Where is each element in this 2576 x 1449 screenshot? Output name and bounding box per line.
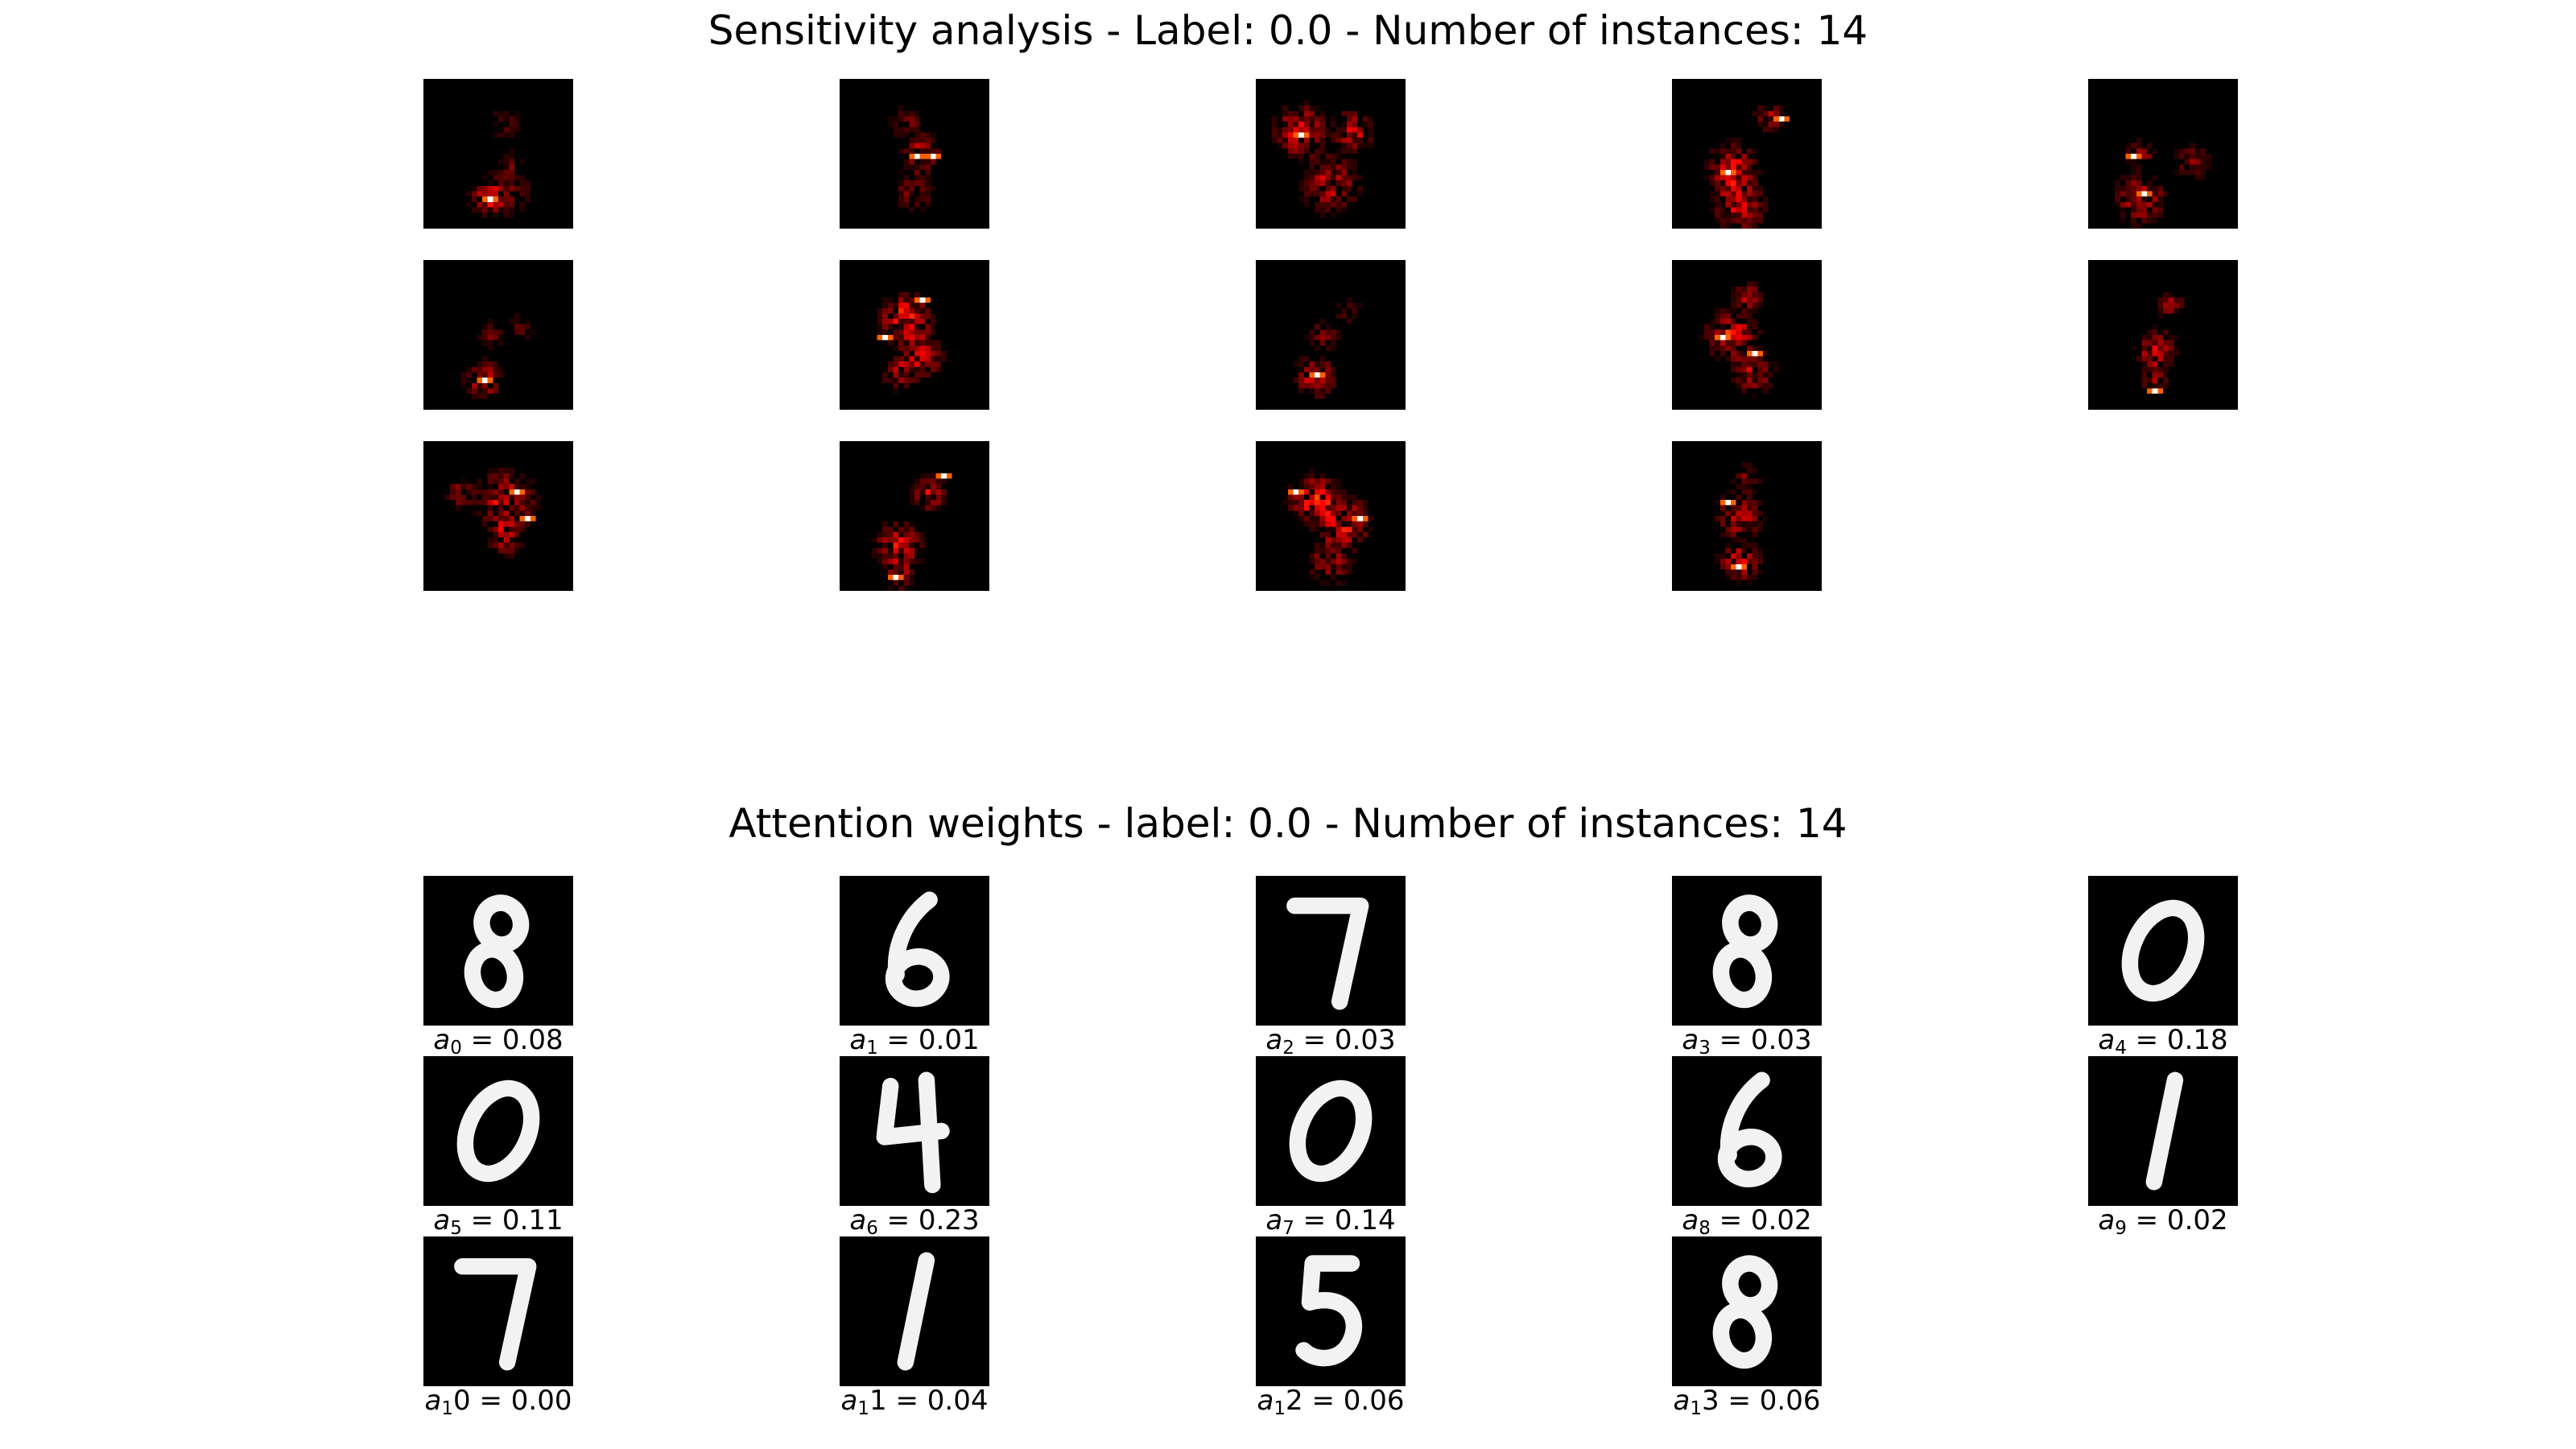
weight-subscript: 1	[441, 1398, 454, 1419]
digit-image	[2088, 876, 2238, 1026]
weight-symbol: a	[849, 1204, 867, 1236]
weight-value: = 0.08	[461, 1024, 564, 1056]
sensitivity-heatmap	[2088, 79, 2238, 229]
weight-value: 1 = 0.04	[869, 1385, 989, 1417]
weight-subscript: 6	[866, 1218, 878, 1239]
digit-image	[840, 876, 989, 1026]
sensitivity-heatmap	[2088, 260, 2238, 410]
weight-subscript: 1	[866, 1038, 878, 1059]
attention-weight-label: a9 = 0.02	[2026, 1204, 2300, 1239]
weight-symbol: a	[433, 1024, 451, 1056]
sensitivity-heatmap	[840, 79, 989, 229]
digit-image	[2088, 1056, 2238, 1206]
sensitivity-heatmap	[1672, 79, 1822, 229]
sensitivity-heatmap	[1256, 260, 1406, 410]
sensitivity-title: Sensitivity analysis - Label: 0.0 - Numb…	[708, 7, 1868, 54]
attention-weight-label: a3 = 0.03	[1610, 1024, 1884, 1059]
weight-subscript: 4	[2115, 1038, 2127, 1059]
sensitivity-heatmap	[1672, 260, 1822, 410]
attention-weight-label: a13 = 0.06	[1610, 1385, 1884, 1419]
weight-symbol: a	[1265, 1024, 1283, 1056]
weight-value: 3 = 0.06	[1702, 1385, 1821, 1417]
digit-image	[423, 876, 573, 1026]
weight-subscript: 1	[857, 1398, 870, 1419]
weight-symbol: a	[1682, 1204, 1699, 1236]
weight-symbol: a	[424, 1385, 442, 1417]
attention-weight-label: a8 = 0.02	[1610, 1204, 1884, 1239]
weight-value: = 0.18	[2126, 1024, 2228, 1056]
sensitivity-heatmap	[1256, 441, 1406, 591]
weight-subscript: 3	[1699, 1038, 1711, 1059]
attention-weight-label: a5 = 0.11	[361, 1204, 635, 1239]
attention-weight-label: a4 = 0.18	[2026, 1024, 2300, 1059]
digit-image	[423, 1056, 573, 1206]
weight-value: = 0.01	[877, 1024, 980, 1056]
digit-image	[840, 1056, 989, 1206]
attention-weight-label: a0 = 0.08	[361, 1024, 635, 1059]
digit-image	[1256, 876, 1406, 1026]
weight-subscript: 2	[1282, 1038, 1294, 1059]
weight-value: = 0.14	[1294, 1204, 1396, 1236]
sensitivity-heatmap	[423, 441, 573, 591]
weight-symbol: a	[2098, 1204, 2116, 1236]
attention-weight-label: a10 = 0.00	[361, 1385, 635, 1419]
weight-value: 2 = 0.06	[1286, 1385, 1405, 1417]
weight-subscript: 7	[1282, 1218, 1294, 1239]
weight-symbol: a	[1265, 1204, 1283, 1236]
attention-weight-label: a1 = 0.01	[778, 1024, 1051, 1059]
attention-weight-label: a2 = 0.03	[1194, 1024, 1468, 1059]
digit-image	[840, 1236, 989, 1386]
sensitivity-heatmap	[423, 79, 573, 229]
attention-title: Attention weights - label: 0.0 - Number …	[729, 800, 1847, 847]
weight-value: = 0.11	[461, 1204, 564, 1236]
attention-weight-label: a7 = 0.14	[1194, 1204, 1468, 1239]
weight-symbol: a	[1673, 1385, 1690, 1417]
weight-symbol: a	[840, 1385, 858, 1417]
sensitivity-heatmap	[840, 260, 989, 410]
weight-subscript: 9	[2115, 1218, 2127, 1239]
weight-subscript: 5	[450, 1218, 462, 1239]
weight-subscript: 1	[1274, 1398, 1286, 1419]
weight-symbol: a	[2098, 1024, 2116, 1056]
attention-weight-label: a12 = 0.06	[1194, 1385, 1468, 1419]
weight-symbol: a	[849, 1024, 867, 1056]
digit-image	[1256, 1056, 1406, 1206]
digit-image	[1256, 1236, 1406, 1386]
weight-symbol: a	[1257, 1385, 1274, 1417]
sensitivity-heatmap	[423, 260, 573, 410]
digit-image	[1672, 876, 1822, 1026]
weight-value: = 0.03	[1710, 1024, 1812, 1056]
digit-image	[423, 1236, 573, 1386]
sensitivity-heatmap	[1672, 441, 1822, 591]
digit-image	[1672, 1236, 1822, 1386]
digit-image	[1672, 1056, 1822, 1206]
weight-subscript: 8	[1699, 1218, 1711, 1239]
weight-value: = 0.02	[1710, 1204, 1812, 1236]
weight-value: 0 = 0.00	[453, 1385, 572, 1417]
weight-value: = 0.23	[877, 1204, 980, 1236]
weight-value: = 0.03	[1294, 1024, 1396, 1056]
weight-subscript: 1	[1690, 1398, 1703, 1419]
sensitivity-heatmap	[840, 441, 989, 591]
attention-weight-label: a6 = 0.23	[778, 1204, 1051, 1239]
weight-symbol: a	[1682, 1024, 1699, 1056]
weight-symbol: a	[433, 1204, 451, 1236]
weight-subscript: 0	[450, 1038, 462, 1059]
weight-value: = 0.02	[2126, 1204, 2228, 1236]
attention-weight-label: a11 = 0.04	[778, 1385, 1051, 1419]
sensitivity-heatmap	[1256, 79, 1406, 229]
